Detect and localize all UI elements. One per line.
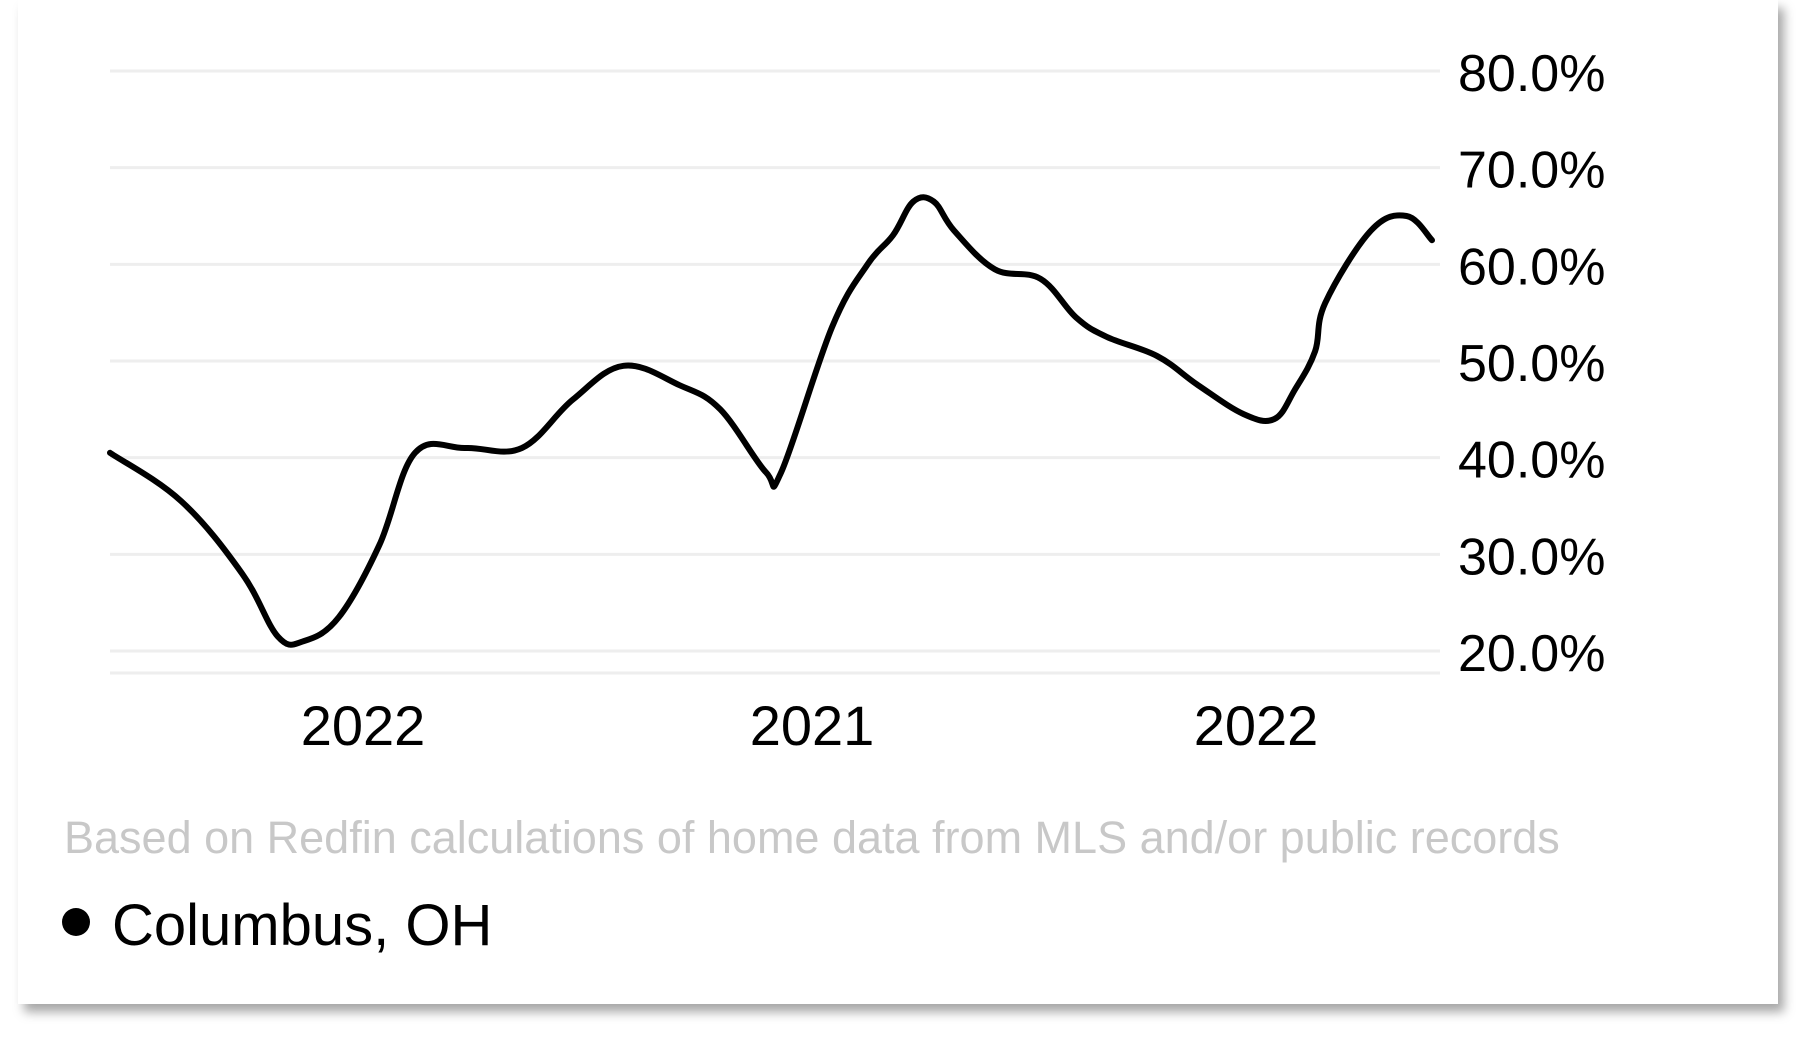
y-tick-label: 30.0% (1458, 528, 1605, 586)
y-tick-label: 70.0% (1458, 142, 1605, 200)
x-tick-label: 2021 (750, 694, 875, 757)
x-axis-tick-labels: 2022 2021 2022 (301, 694, 1319, 757)
series-lines (107, 194, 1435, 648)
x-tick-label: 2022 (301, 694, 426, 757)
legend: Columbus, OH (62, 892, 492, 959)
y-tick-label: 50.0% (1458, 335, 1605, 393)
chart-caption: Based on Redfin calculations of home dat… (64, 812, 1560, 863)
legend-marker-icon (62, 907, 90, 936)
legend-label: Columbus, OH (112, 893, 493, 958)
series-line (107, 194, 1435, 648)
gridlines (110, 69, 1440, 675)
y-axis-tick-labels: 80.0% 70.0% 60.0% 50.0% 40.0% 30.0% 20.0% (1458, 45, 1605, 683)
y-tick-label: 60.0% (1458, 238, 1605, 296)
y-tick-label: 20.0% (1458, 625, 1605, 683)
x-tick-label: 2022 (1194, 694, 1319, 757)
y-tick-label: 80.0% (1458, 45, 1605, 103)
y-tick-label: 40.0% (1458, 432, 1605, 490)
